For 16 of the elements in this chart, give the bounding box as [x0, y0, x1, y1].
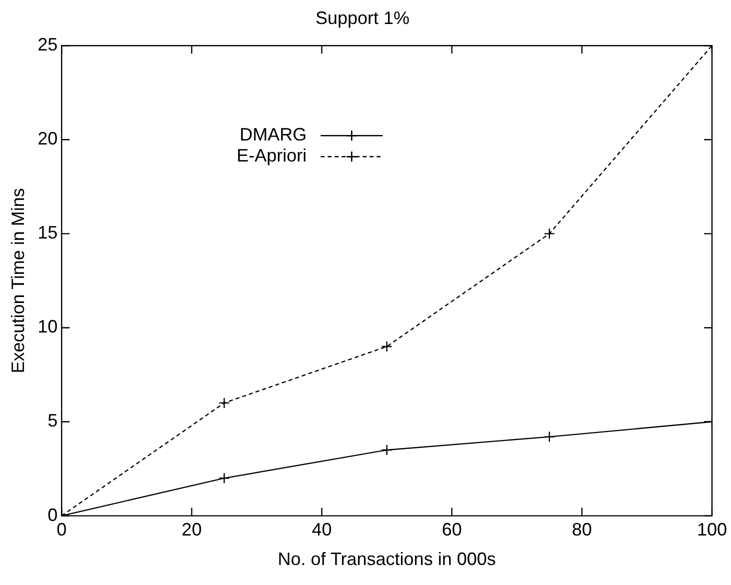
legend-label: DMARG	[240, 124, 307, 145]
x-tick-label: 80	[572, 520, 592, 540]
x-tick-label: 40	[312, 520, 332, 540]
x-tick-label: 60	[442, 520, 462, 540]
y-tick-label: 15	[38, 222, 58, 243]
y-tick-label: 25	[38, 34, 58, 55]
y-tick-label: 20	[38, 128, 58, 149]
legend-label: E-Apriori	[236, 146, 307, 166]
x-tick-label: 100	[696, 520, 728, 540]
x-axis-title: No. of Transactions in 000s	[278, 549, 496, 570]
x-tick-label: 20	[182, 520, 202, 540]
y-tick-label: 10	[38, 316, 58, 337]
y-tick-label: 0	[48, 504, 58, 525]
chart-title: Support 1%	[315, 8, 410, 28]
y-tick-label: 5	[48, 410, 58, 431]
y-axis-title: Execution Time in Mins	[8, 188, 28, 374]
